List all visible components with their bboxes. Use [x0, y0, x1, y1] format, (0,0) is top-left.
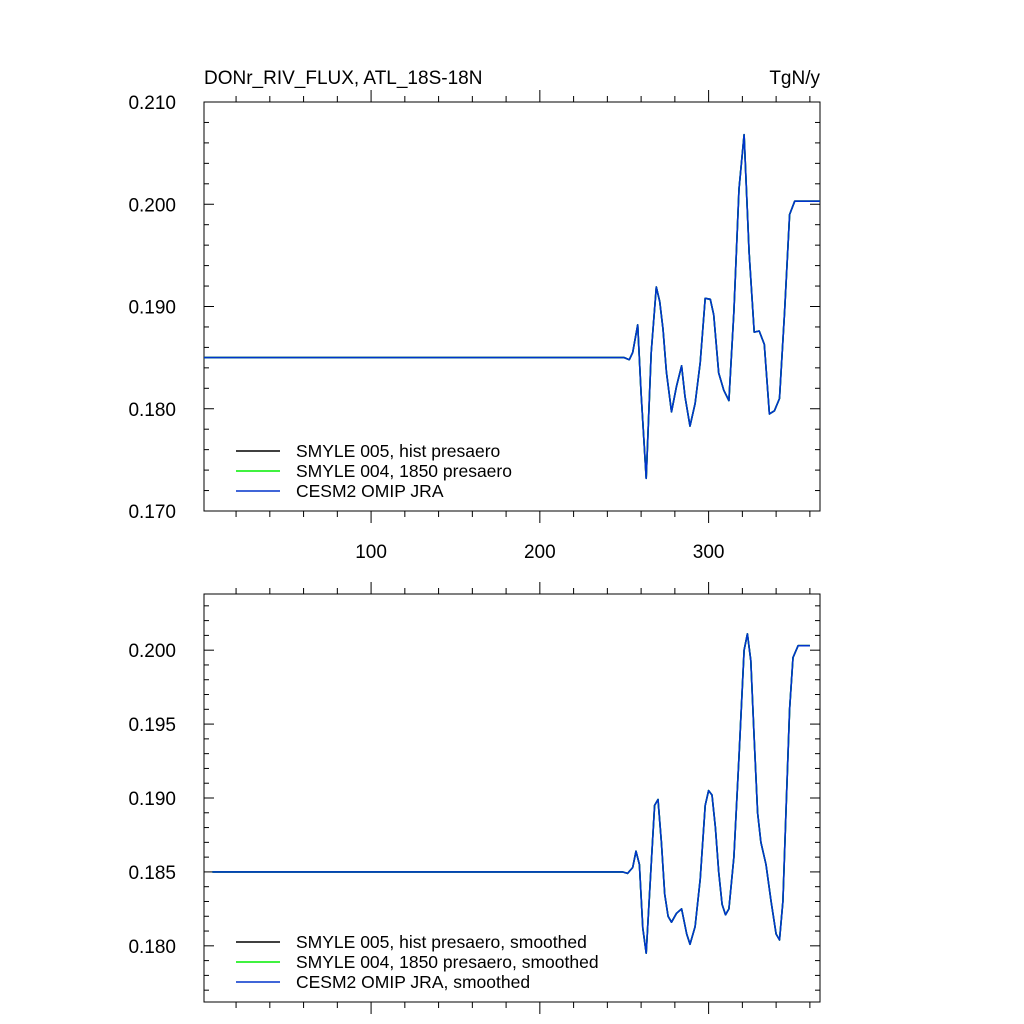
legend-label: CESM2 OMIP JRA, smoothed	[296, 972, 530, 992]
y-tick-label: 0.210	[128, 93, 176, 114]
series-line-2	[204, 133, 820, 480]
y-tick-label: 0.180	[128, 400, 176, 421]
units-label: TgN/y	[769, 68, 820, 89]
series-line-0	[212, 633, 810, 955]
top-panel: 0.170 0.180 0.190 0.200 0.210 100 200 300 SMYLE …	[128, 90, 821, 563]
legend-label: SMYLE 005, hist presaero	[296, 441, 500, 461]
series-line-2	[212, 633, 810, 955]
legend-label: SMYLE 005, hist presaero, smoothed	[296, 932, 587, 952]
y-tick-label: 0.190	[128, 298, 176, 319]
series-line-1	[212, 633, 810, 955]
y-tick-label: 0.190	[128, 789, 176, 810]
y-tick-label: 0.170	[128, 502, 176, 523]
y-tick-label: 0.200	[128, 641, 176, 662]
x-tick-label: 100	[355, 542, 387, 563]
y-tick-label: 0.200	[128, 195, 176, 216]
series-line-0	[204, 133, 820, 480]
legend-label: CESM2 OMIP JRA	[296, 481, 444, 501]
y-tick-label: 0.185	[128, 863, 176, 884]
x-tick-label: 200	[524, 542, 556, 563]
x-tick-label: 300	[693, 542, 725, 563]
legend-label: SMYLE 004, 1850 presaero, smoothed	[296, 952, 599, 972]
legend-label: SMYLE 004, 1850 presaero	[296, 461, 512, 481]
y-tick-label: 0.180	[128, 937, 176, 958]
bottom-panel: 0.180 0.185 0.190 0.195 0.200 SMYLE 005, hist…	[128, 582, 821, 1014]
series-line-1	[204, 133, 820, 480]
y-tick-label: 0.195	[128, 715, 176, 736]
chart-title: DONr_RIV_FLUX, ATL_18S-18N	[204, 68, 482, 89]
